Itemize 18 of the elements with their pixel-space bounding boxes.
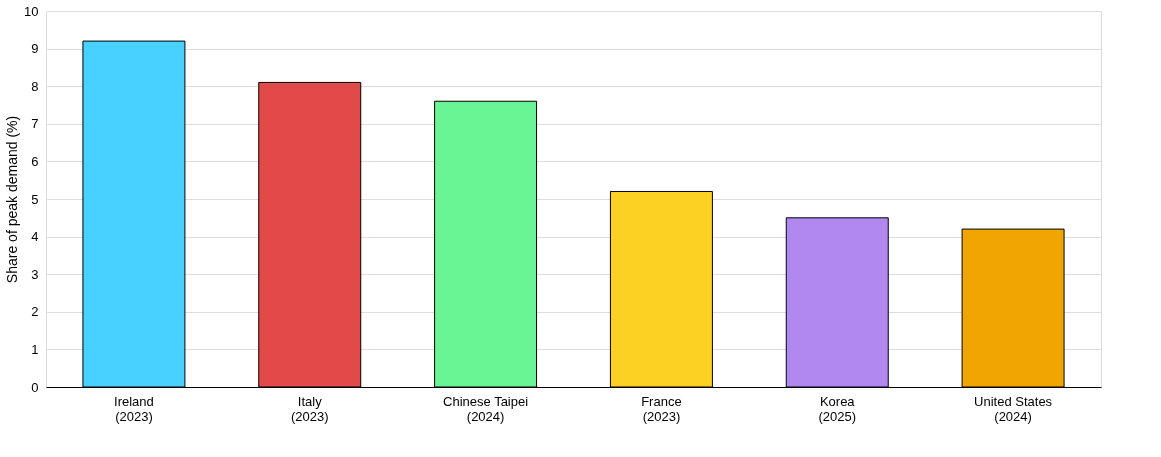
x-tick-label: United States (2024) [974, 393, 1053, 424]
y-tick-label: 10 [24, 3, 39, 19]
x-tick-label: Chinese Taipei (2024) [443, 393, 529, 424]
x-tick-label: Korea (2025) [818, 393, 857, 424]
y-tick-label: 0 [31, 379, 39, 395]
x-tick-label: Ireland (2023) [114, 393, 154, 424]
y-tick-label: 3 [31, 266, 39, 282]
y-tick-label: 6 [31, 153, 39, 169]
y-tick-label: 7 [31, 116, 39, 132]
x-tick-label: France (2023) [641, 393, 682, 424]
y-tick-label: 2 [31, 304, 39, 320]
y-tick-label: 1 [31, 341, 39, 357]
y-tick-label: 5 [31, 191, 39, 207]
y-tick-label: 9 [31, 41, 39, 57]
x-tick-label: Italy (2023) [290, 393, 329, 424]
y-axis-title: Share of peak demand (%) [4, 115, 21, 284]
y-tick-label: 8 [31, 78, 39, 94]
y-tick-label: 4 [31, 229, 39, 245]
